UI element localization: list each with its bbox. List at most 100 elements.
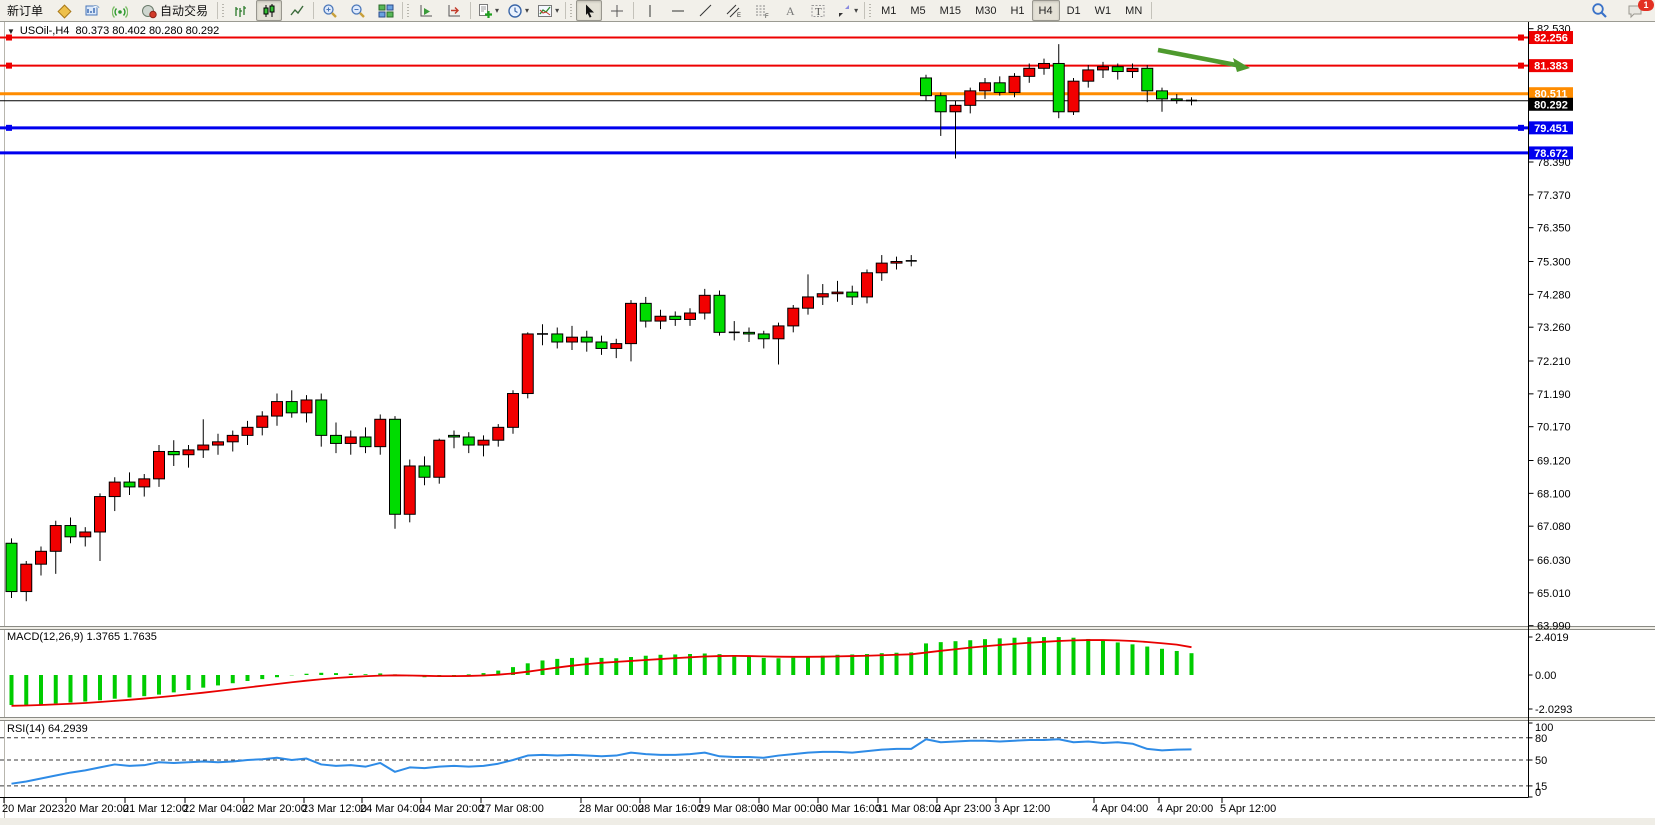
period-clock-icon — [507, 3, 523, 19]
new-order-button[interactable]: 新订单 — [7, 4, 44, 18]
toolbar-grip — [868, 3, 874, 18]
toolbar-group-drawing: E F A T ▾ — [568, 0, 862, 21]
svg-text:15: 15 — [1535, 781, 1547, 793]
svg-text:24 Mar 04:00: 24 Mar 04:00 — [360, 803, 425, 815]
arrow-objects-icon — [836, 3, 852, 19]
vertical-line-icon — [642, 3, 658, 19]
toolbar-group-scroll — [405, 0, 468, 21]
line-chart-button[interactable] — [284, 0, 310, 21]
fibonacci-button[interactable]: F — [749, 0, 775, 21]
toolbar: 新订单 自动交易 ▾ ▾ ▾ — [0, 0, 1655, 22]
toolbar-group-zoom — [316, 0, 400, 21]
svg-text:30 Mar 16:00: 30 Mar 16:00 — [816, 803, 881, 815]
chat-button[interactable]: 1 — [1622, 0, 1654, 21]
timeframe-button-H4[interactable]: H4 — [1031, 0, 1060, 21]
cursor-button[interactable] — [576, 0, 603, 21]
timeframe-button-H1[interactable]: H1 — [1010, 4, 1025, 17]
equidistant-channel-icon: E — [726, 3, 742, 19]
tile-windows-button[interactable] — [373, 0, 399, 21]
svg-text:A: A — [786, 4, 795, 18]
svg-text:78.672: 78.672 — [1534, 148, 1568, 160]
chart-dropdown-icon[interactable]: ▼ — [7, 26, 15, 36]
toolbar-group-objects: ▾ ▾ ▾ — [473, 0, 563, 21]
svg-text:4 Apr 20:00: 4 Apr 20:00 — [1157, 803, 1213, 815]
timeframe-button-D1[interactable]: D1 — [1066, 4, 1081, 17]
search-button[interactable] — [1586, 0, 1612, 21]
gold-package-button[interactable] — [51, 0, 77, 21]
text-button[interactable]: A — [777, 0, 803, 21]
timeframe-group: M1 M5 M15 M30 H1 H4 D1 W1 MN — [867, 0, 1149, 21]
svg-text:67.080: 67.080 — [1537, 521, 1571, 533]
text-icon: A — [782, 3, 798, 19]
svg-text:0.00: 0.00 — [1535, 670, 1556, 682]
svg-text:68.100: 68.100 — [1537, 488, 1571, 500]
bar-chart-icon — [233, 3, 249, 19]
svg-text:21 Mar 12:00: 21 Mar 12:00 — [123, 803, 188, 815]
autotrading-button[interactable]: 自动交易 — [135, 0, 214, 21]
svg-text:77.370: 77.370 — [1537, 190, 1571, 202]
new-template-icon — [477, 3, 493, 19]
svg-text:50: 50 — [1535, 755, 1547, 767]
svg-text:3 Apr 12:00: 3 Apr 12:00 — [994, 803, 1050, 815]
period-clock-button[interactable]: ▾ — [504, 0, 532, 21]
svg-text:71.190: 71.190 — [1537, 389, 1571, 401]
svg-text:24 Mar 20:00: 24 Mar 20:00 — [419, 803, 484, 815]
horizontal-line-button[interactable] — [665, 0, 691, 21]
bar-chart-button[interactable] — [228, 0, 254, 21]
chat-badge: 1 — [1638, 0, 1654, 11]
toolbar-grip — [406, 3, 412, 18]
rsi-layer — [0, 737, 1529, 787]
svg-text:72.210: 72.210 — [1537, 356, 1571, 368]
candles-layer — [5, 44, 1197, 602]
zoom-out-icon — [350, 3, 366, 19]
panel-separators — [0, 626, 1655, 721]
dropdown-arrow-icon: ▾ — [525, 6, 530, 15]
chart-shift-button[interactable] — [441, 0, 467, 21]
indicators-button[interactable]: ▾ — [534, 0, 562, 21]
charts-window-button[interactable] — [79, 0, 105, 21]
vertical-line-button[interactable] — [637, 0, 663, 21]
arrow-objects-button[interactable]: ▾ — [833, 0, 861, 21]
toolbar-separator — [864, 2, 866, 19]
trendline-button[interactable] — [693, 0, 719, 21]
svg-text:80.292: 80.292 — [1534, 99, 1568, 111]
svg-text:30 Mar 00:00: 30 Mar 00:00 — [757, 803, 822, 815]
dropdown-arrow-icon: ▾ — [555, 6, 560, 15]
zoom-in-button[interactable] — [317, 0, 343, 21]
timeframe-button-M1[interactable]: M1 — [881, 4, 897, 17]
toolbar-separator — [565, 2, 567, 19]
text-label-button[interactable]: T — [805, 0, 831, 21]
zoom-out-button[interactable] — [345, 0, 371, 21]
svg-text:T: T — [815, 6, 822, 18]
toolbar-separator — [402, 2, 404, 19]
equidistant-channel-button[interactable]: E — [721, 0, 747, 21]
candlestick-chart-button[interactable] — [256, 0, 283, 21]
toolbar-separator — [217, 2, 219, 19]
svg-text:22 Mar 20:00: 22 Mar 20:00 — [242, 803, 307, 815]
dropdown-arrow-icon: ▾ — [854, 6, 859, 15]
svg-text:28 Mar 00:00: 28 Mar 00:00 — [579, 803, 644, 815]
signal-button[interactable] — [107, 0, 133, 21]
rsi-header: RSI(14) 64.2939 — [7, 723, 88, 735]
toolbar-group-trade: 新订单 自动交易 — [0, 0, 215, 21]
svg-text:-2.0293: -2.0293 — [1535, 704, 1572, 716]
auto-scroll-button[interactable] — [413, 0, 439, 21]
svg-text:74.280: 74.280 — [1537, 289, 1571, 301]
timeframe-button-M30[interactable]: M30 — [975, 4, 997, 17]
crosshair-button[interactable] — [604, 0, 630, 21]
charts-window-icon — [84, 3, 100, 19]
new-template-button[interactable]: ▾ — [474, 0, 502, 21]
horizontal-lines — [0, 34, 1529, 155]
timeframe-button-M5[interactable]: M5 — [910, 4, 926, 17]
svg-text:0: 0 — [1535, 787, 1541, 799]
timeframe-button-W1[interactable]: W1 — [1094, 4, 1112, 17]
timeframe-button-MN[interactable]: MN — [1125, 4, 1143, 17]
svg-text:28 Mar 16:00: 28 Mar 16:00 — [638, 803, 703, 815]
zoom-in-icon — [322, 3, 338, 19]
svg-text:80.511: 80.511 — [1534, 89, 1567, 101]
svg-text:76.350: 76.350 — [1537, 223, 1571, 235]
timeframe-button-M15[interactable]: M15 — [939, 4, 962, 17]
